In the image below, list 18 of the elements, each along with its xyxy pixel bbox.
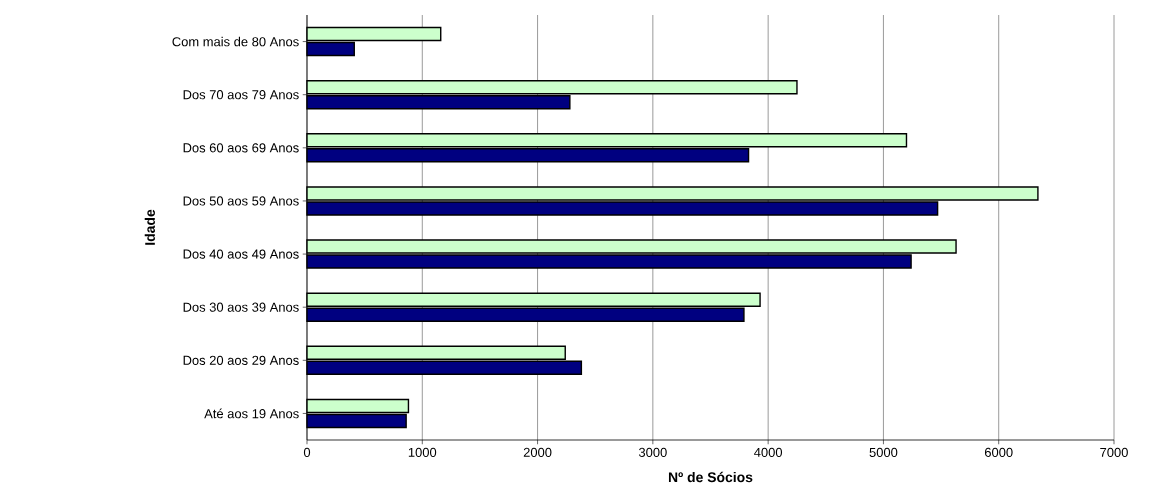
y-tick-label: Até aos 19 Anos [204,408,299,419]
y-tick-label: Dos 50 aos 59 Anos [183,196,299,206]
y-tick-label: Dos 70 aos 79 Anos [183,90,299,100]
y-tick-label: Dos 20 aos 29 Anos [183,355,299,365]
y-tick-label: Com mais de 80 Anos [172,36,299,47]
x-tick-label: 6000 [984,447,1013,457]
y-tick-label: Dos 40 aos 49 Anos [183,249,299,259]
x-tick-label: 3000 [638,447,667,457]
y-tick-label: Dos 30 aos 39 Anos [183,302,299,312]
x-tick-label: 5000 [869,447,898,457]
x-tick-label: 7000 [1100,447,1128,457]
x-axis-title: Nº de Sócios [668,471,753,483]
x-tick-label: 0 [303,447,311,457]
y-tick-label: Dos 60 aos 69 Anos [183,143,299,153]
y-axis-title: Idade [144,209,155,245]
x-tick-label: 2000 [523,447,552,457]
x-tick-label: 4000 [754,447,783,457]
x-tick-label: 1000 [408,447,437,457]
